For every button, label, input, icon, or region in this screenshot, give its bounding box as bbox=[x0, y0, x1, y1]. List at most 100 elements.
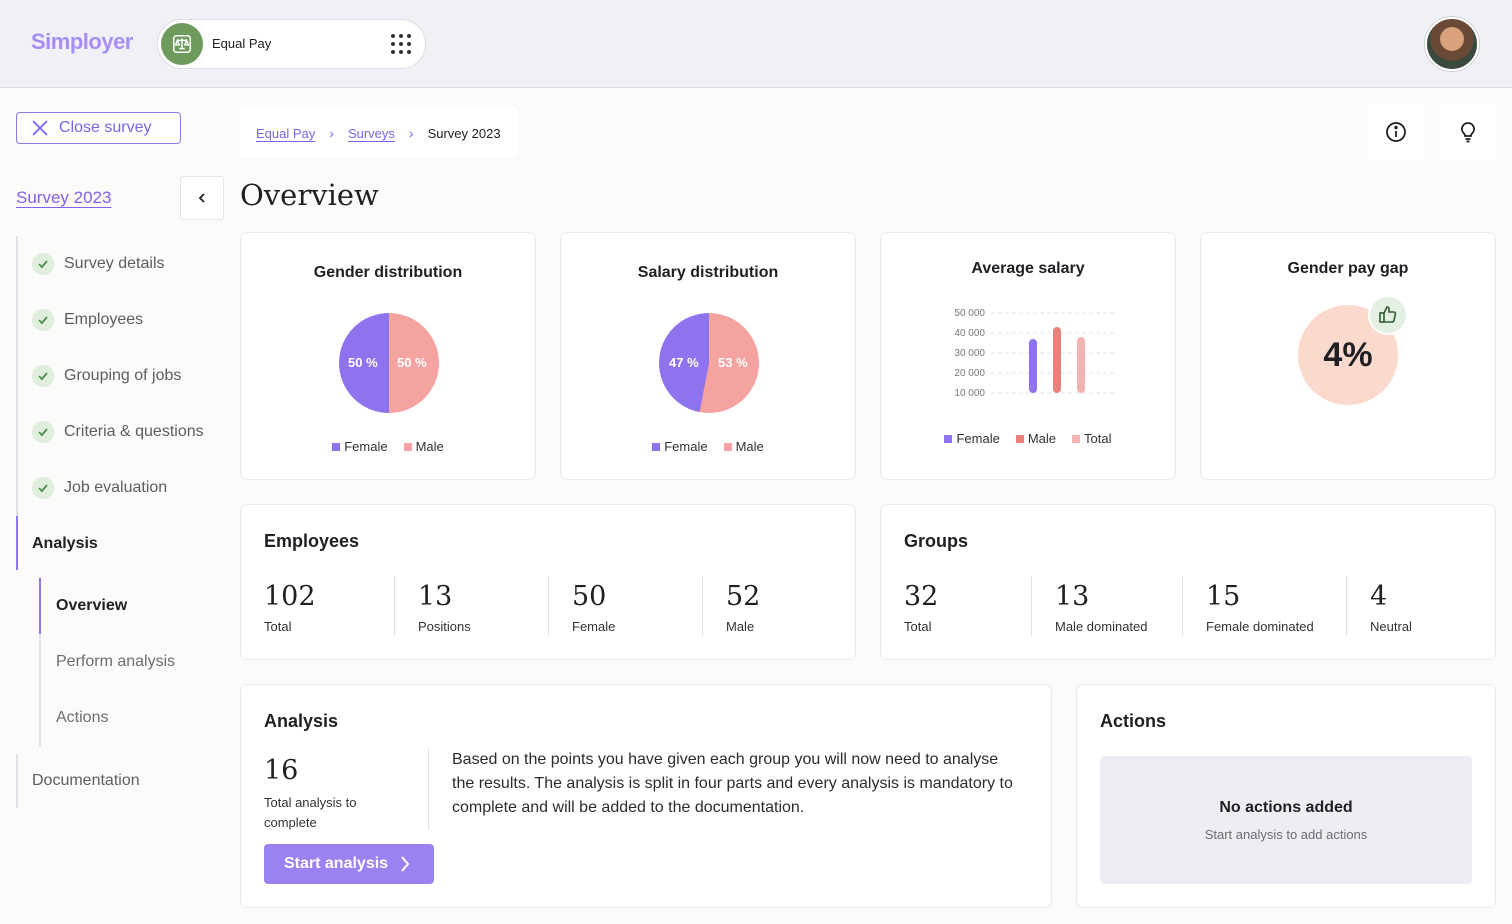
sidebar-item-analysis[interactable]: Analysis bbox=[32, 535, 98, 552]
divider bbox=[702, 576, 703, 636]
sidebar-item-label: Criteria & questions bbox=[64, 423, 204, 440]
divider bbox=[1346, 576, 1347, 636]
sidebar-item-job-evaluation[interactable]: Job evaluation bbox=[32, 477, 167, 499]
bar-total bbox=[1077, 337, 1085, 393]
divider bbox=[394, 576, 395, 636]
gender-distribution-card: Gender distribution 50 % 50 % Female Mal… bbox=[240, 232, 536, 480]
logo[interactable]: Simployer bbox=[31, 29, 133, 54]
y-tick-label: 20 000 bbox=[954, 368, 985, 379]
check-icon bbox=[32, 309, 54, 331]
salary-distribution-card: Salary distribution 47 % 53 % Female Mal… bbox=[560, 232, 856, 480]
check-icon bbox=[32, 477, 54, 499]
info-button[interactable] bbox=[1368, 104, 1424, 160]
legend-male: Male bbox=[403, 439, 444, 454]
y-tick-label: 10 000 bbox=[954, 388, 985, 399]
start-analysis-button[interactable]: Start analysis bbox=[264, 844, 434, 884]
sidebar-item-grouping[interactable]: Grouping of jobs bbox=[32, 365, 181, 387]
pie-label-male: 53 % bbox=[718, 355, 748, 370]
y-tick-label: 30 000 bbox=[954, 348, 985, 359]
legend-total: Total bbox=[1072, 431, 1112, 446]
divider bbox=[548, 576, 549, 636]
stat-male-dominated: 13 Male dominated bbox=[1055, 581, 1148, 634]
chevron-right-icon bbox=[401, 856, 410, 872]
y-tick-label: 40 000 bbox=[954, 328, 985, 339]
y-tick-label: 50 000 bbox=[954, 308, 985, 319]
bar-male bbox=[1053, 327, 1061, 393]
app-switcher[interactable]: Equal Pay bbox=[157, 19, 426, 69]
gender-pay-gap-card: Gender pay gap 4% bbox=[1200, 232, 1496, 480]
legend-female: Female bbox=[944, 431, 1000, 446]
start-analysis-label: Start analysis bbox=[284, 855, 389, 872]
subnav-item-actions[interactable]: Actions bbox=[56, 709, 109, 726]
subnav-item-overview[interactable]: Overview bbox=[56, 597, 128, 614]
card-title: Average salary bbox=[971, 260, 1085, 277]
tips-button[interactable] bbox=[1440, 104, 1496, 160]
pie-label-female: 47 % bbox=[669, 355, 699, 370]
chevron-left-icon bbox=[198, 193, 205, 203]
subnav-item-perform-analysis[interactable]: Perform analysis bbox=[56, 653, 176, 670]
empty-title: No actions added bbox=[1219, 799, 1353, 816]
breadcrumb: Equal Pay › Surveys › Survey 2023 bbox=[240, 108, 517, 158]
divider bbox=[1182, 576, 1183, 636]
stat-total: 32 Total bbox=[904, 581, 939, 634]
stat-female-dominated: 15 Female dominated bbox=[1206, 581, 1314, 634]
close-survey-button[interactable]: Close survey bbox=[16, 112, 181, 144]
divider bbox=[1031, 576, 1032, 636]
sidebar-item-label: Grouping of jobs bbox=[64, 367, 182, 384]
sidebar-item-label: Employees bbox=[64, 311, 144, 328]
pay-gap-value: 4% bbox=[1323, 335, 1373, 374]
breadcrumb-equal-pay[interactable]: Equal Pay bbox=[256, 125, 316, 141]
thumbs-up-icon bbox=[1368, 295, 1408, 335]
card-title: Employees bbox=[264, 531, 360, 551]
sidebar-item-survey-details[interactable]: Survey details bbox=[32, 253, 165, 275]
legend-female: Female bbox=[332, 439, 388, 454]
top-bar: Simployer Equal Pay bbox=[0, 0, 1512, 88]
grid-menu-icon[interactable] bbox=[391, 34, 411, 54]
pie-label-male: 50 % bbox=[397, 355, 427, 370]
card-title: Gender distribution bbox=[313, 264, 463, 281]
subnav-track bbox=[39, 578, 41, 746]
avatar[interactable] bbox=[1425, 17, 1479, 71]
sidebar-item-employees[interactable]: Employees bbox=[32, 309, 143, 331]
chevron-right-icon: › bbox=[408, 125, 414, 141]
sidebar-item-criteria[interactable]: Criteria & questions bbox=[32, 421, 204, 443]
sidebar-item-label: Survey details bbox=[64, 255, 165, 272]
legend-female: Female bbox=[652, 439, 708, 454]
page-title: Overview bbox=[240, 178, 379, 212]
chevron-right-icon: › bbox=[329, 125, 334, 141]
empty-subtitle: Start analysis to add actions bbox=[1204, 827, 1368, 842]
stat-neutral: 4 Neutral bbox=[1370, 581, 1412, 634]
info-icon bbox=[1386, 122, 1406, 142]
analysis-card: Analysis 16 Total analysis to complete B… bbox=[240, 684, 1052, 908]
breadcrumb-current: Survey 2023 bbox=[427, 125, 501, 141]
lightbulb-icon bbox=[1461, 122, 1475, 143]
bar-female bbox=[1029, 339, 1037, 393]
sidebar-item-documentation[interactable]: Documentation bbox=[32, 772, 140, 789]
employees-card: Employees 102 Total 13 Positions 50 Female … bbox=[240, 504, 856, 660]
legend-male: Male bbox=[1015, 431, 1056, 446]
stat-male: 52 Male bbox=[726, 581, 761, 634]
breadcrumb-surveys[interactable]: Surveys bbox=[347, 125, 395, 141]
nav-track bbox=[16, 236, 18, 570]
chart-legend: Female Male bbox=[561, 439, 855, 454]
check-icon bbox=[32, 421, 54, 443]
average-salary-card: Average salary 50 000 40 000 30 000 20 000 1… bbox=[880, 232, 1176, 480]
stat-total: 102 Total bbox=[264, 581, 316, 634]
card-title: Analysis bbox=[264, 711, 339, 731]
check-icon bbox=[32, 365, 54, 387]
subnav-active-indicator bbox=[39, 578, 41, 634]
sidebar-item-label: Job evaluation bbox=[64, 479, 168, 496]
divider bbox=[428, 748, 429, 830]
card-title: Groups bbox=[904, 531, 969, 551]
doc-track bbox=[16, 754, 18, 808]
average-salary-bar-chart: 50 000 40 000 30 000 20 000 10 000 bbox=[954, 308, 1117, 399]
actions-card: Actions No actions added Start analysis … bbox=[1076, 684, 1496, 908]
collapse-sidebar-button[interactable] bbox=[180, 176, 224, 220]
close-icon bbox=[32, 120, 48, 136]
app-name: Equal Pay bbox=[212, 36, 272, 51]
actions-empty-state: No actions added Start analysis to add a… bbox=[1100, 756, 1472, 884]
scale-icon bbox=[161, 23, 203, 65]
stat-positions: 13 Positions bbox=[418, 581, 471, 634]
salary-pie-chart bbox=[659, 313, 759, 413]
survey-title-link[interactable]: Survey 2023 bbox=[16, 188, 112, 207]
